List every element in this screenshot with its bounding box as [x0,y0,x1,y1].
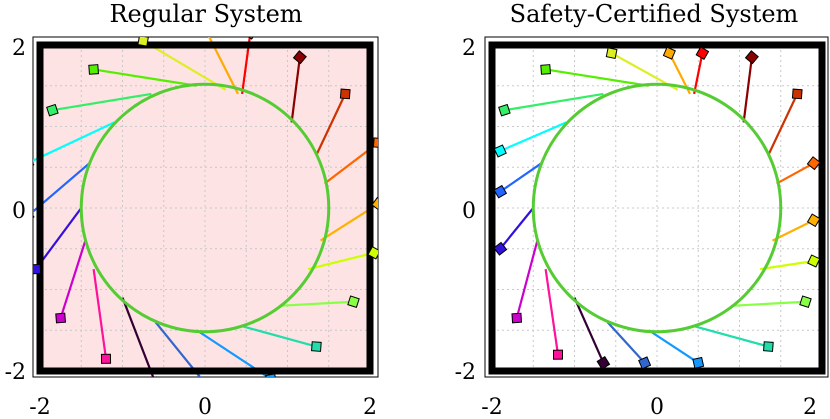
start-marker-agent-6 [807,254,821,268]
trajectory-agent-12 [92,268,108,359]
right-xtick-mid: 0 [650,395,664,419]
start-marker-agent-18 [540,64,551,75]
left-ytick-top: 2 [12,36,26,61]
start-marker-agent-13 [55,312,67,324]
trajectory-agent-3 [767,93,799,156]
right-ytick-mid: 0 [462,199,476,224]
start-marker-agent-16 [493,144,507,158]
start-marker-agent-8 [311,341,322,352]
trajectory-agent-7 [731,300,806,307]
left-xtick-left: -2 [29,395,50,419]
start-marker-agent-2 [292,50,307,65]
start-marker-agent-15 [493,184,508,199]
trajectory-agent-13 [59,240,87,319]
trajectory-agent-7 [279,300,354,307]
right-plot: Safety-Certified System 2 0 -2 -2 0 2 [455,0,829,419]
trajectory-agent-17 [504,92,604,112]
start-marker-agent-3 [791,88,803,100]
start-marker-agent-1 [695,46,710,60]
start-marker-agent-4 [372,137,378,149]
left-chart-title: Regular System [109,0,302,28]
trajectory-agent-19 [142,39,227,91]
start-marker-agent-10 [638,356,652,370]
start-marker-agent-14 [33,263,42,275]
trajectory-agent-16 [499,121,567,152]
left-markers [33,37,378,377]
trajectory-agent-4 [776,162,815,185]
start-marker-agent-19 [137,37,149,47]
start-marker-agent-16 [33,156,35,171]
start-marker-agent-20 [662,46,676,60]
trajectory-agent-14 [499,207,535,250]
start-marker-agent-9 [265,373,277,377]
left-obstacle-circle [79,82,331,334]
start-marker-agent-11 [596,355,611,370]
start-marker-agent-9 [692,356,705,369]
start-marker-agent-4 [806,156,821,171]
start-marker-agent-10 [198,376,212,377]
trajectory-agent-18 [545,68,649,87]
right-xtick-left: -2 [481,395,502,419]
left-ytick-mid: 0 [12,199,26,224]
start-marker-agent-13 [511,312,523,324]
trajectory-agent-13 [515,240,539,319]
right-obstacle-circle [531,82,783,334]
left-grid [40,45,370,371]
right-markers [493,46,821,370]
trajectory-agent-8 [241,325,317,348]
start-marker-agent-3 [339,88,351,100]
trajectory-agent-18 [93,68,197,87]
trajectory-agent-20 [207,37,239,95]
start-marker-agent-14 [493,241,508,256]
start-marker-agent-12 [552,349,564,360]
start-marker-agent-18 [88,64,99,75]
left-plot: Regular System 2 0 -2 -2 0 2 [5,0,379,419]
start-marker-agent-7 [799,295,812,309]
trajectory-agent-2 [290,57,301,123]
trajectory-agent-9 [648,329,699,364]
trajectory-agent-6 [759,259,814,271]
start-marker-agent-17 [498,103,511,117]
start-marker-agent-17 [46,103,59,117]
left-xtick-right: 2 [363,395,377,419]
right-ytick-bottom: -2 [455,360,476,385]
start-marker-agent-6 [367,246,378,260]
trajectory-agent-12 [544,268,560,355]
start-marker-agent-2 [744,50,759,65]
trajectory-agent-5 [772,219,815,242]
start-marker-agent-7 [347,295,360,309]
trajectory-agent-1 [693,52,704,95]
trajectory-agent-11 [573,297,605,364]
left-boundary-box [36,41,374,375]
start-marker-agent-11 [148,376,163,377]
trajectory-agent-8 [693,325,769,348]
start-marker-agent-5 [806,213,821,228]
right-boundary-box [488,41,826,375]
start-marker-agent-8 [763,341,774,352]
left-ytick-bottom: -2 [5,360,26,385]
trajectory-agent-6 [307,251,375,271]
trajectory-agent-10 [606,321,646,364]
trajectory-agent-3 [315,93,347,156]
right-ytick-top: 2 [462,36,476,61]
start-marker-agent-5 [371,196,378,211]
trajectory-agent-15 [499,162,543,193]
start-marker-agent-12 [100,353,112,364]
right-axes-frame [484,36,829,378]
left-xtick-mid: 0 [198,395,212,419]
right-chart-title: Safety-Certified System [510,0,799,28]
trajectory-agent-2 [742,57,753,123]
right-xtick-right: 2 [803,395,817,419]
trajectory-agent-17 [52,92,152,112]
start-marker-agent-19 [605,47,618,60]
